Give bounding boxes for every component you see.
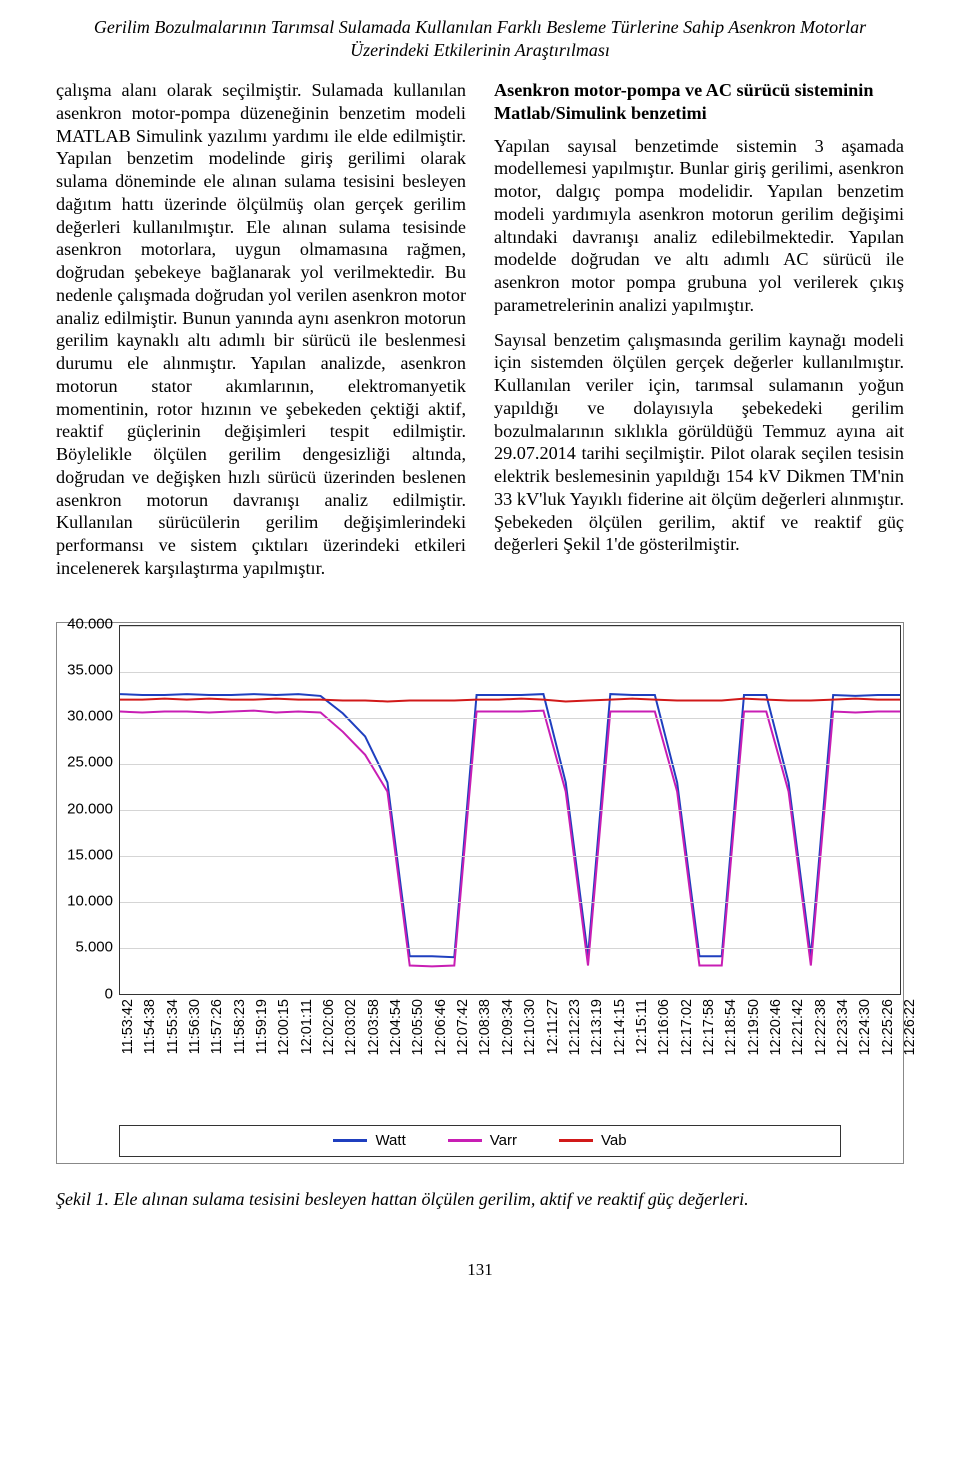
x-tick-label: 12:02:06 [320,999,338,1055]
chart-legend: Watt Varr Vab [119,1125,841,1158]
legend-label: Vab [601,1132,627,1151]
left-column: çalışma alanı olarak seçilmiştir. Sulama… [56,79,466,580]
y-tick-label: 35.000 [67,661,113,680]
legend-line [333,1139,367,1142]
x-tick-label: 12:01:11 [298,999,316,1054]
y-gridline [120,672,900,673]
x-tick-label: 12:03:02 [342,999,360,1055]
legend-item-vab: Vab [559,1132,627,1151]
paper-running-header: Gerilim Bozulmalarının Tarımsal Sulamada… [56,16,904,61]
x-tick-label: 12:18:54 [722,999,740,1055]
x-tick-label: 12:15:11 [633,999,651,1054]
y-tick-label: 40.000 [67,615,113,634]
x-tick-label: 12:05:50 [409,999,427,1055]
x-tick-label: 12:11:27 [544,999,562,1054]
legend-label: Varr [490,1132,517,1151]
x-tick-label: 12:06:46 [432,999,450,1055]
x-tick-label: 12:13:19 [588,999,606,1055]
x-tick-label: 12:16:06 [655,999,673,1055]
y-gridline [120,810,900,811]
x-tick-label: 12:17:58 [700,999,718,1055]
chart-x-ticks: 11:53:4211:54:38 11:55:3411:56:3011:57:26… [119,995,901,1125]
body-columns: çalışma alanı olarak seçilmiştir. Sulama… [56,79,904,580]
legend-label: Watt [375,1132,405,1151]
y-gridline [120,626,900,627]
y-tick-label: 25.000 [67,754,113,773]
series-vab [120,698,900,701]
y-tick-label: 15.000 [67,846,113,865]
x-tick-label: 12:08:38 [476,999,494,1055]
y-tick-label: 30.000 [67,708,113,727]
series-watt [120,694,900,957]
x-tick-label: 12:25:26 [879,999,897,1055]
figure-1-chart: 0 5.000 10.000 15.000 20.000 25.000 30.000 35.0… [56,622,904,1165]
y-gridline [120,902,900,903]
left-paragraph: çalışma alanı olarak seçilmiştir. Sulama… [56,79,466,580]
x-tick-label: 12:14:15 [611,999,629,1055]
x-tick-label: 12:20:46 [767,999,785,1055]
legend-item-watt: Watt [333,1132,405,1151]
chart-plot-area [119,625,901,995]
x-tick-label: 11:56:30 [186,999,204,1054]
y-gridline [120,856,900,857]
x-tick-label: 12:23:34 [834,999,852,1055]
x-tick-label: 11:57:26 [208,999,226,1054]
chart-y-axis: 05.00010.00015.00020.00025.00030.00035.0… [59,625,119,995]
x-tick-label: 12:24:30 [856,999,874,1055]
x-tick-label: 12:19:50 [745,999,763,1055]
x-tick-label: 12:22:38 [812,999,830,1055]
x-tick-label: 11:59:19 [253,999,271,1054]
right-paragraph-1: Yapılan sayısal benzetimde sistemin 3 aş… [494,135,904,317]
y-tick-label: 20.000 [67,800,113,819]
x-tick-label: 11:55:34 [164,999,182,1054]
series-varr [120,710,900,966]
x-tick-label: 12:09:34 [499,999,517,1055]
x-tick-label: 12:10:30 [521,999,539,1055]
y-tick-label: 10.000 [67,893,113,912]
header-line-1: Gerilim Bozulmalarının Tarımsal Sulamada… [56,16,904,39]
page-number: 131 [56,1259,904,1280]
legend-line [448,1139,482,1142]
x-tick-label: 12:21:42 [789,999,807,1055]
y-tick-label: 0 [105,985,113,1004]
x-tick-label: 12:12:23 [566,999,584,1055]
x-tick-label: 12:03:58 [365,999,383,1055]
x-tick-label: 12:17:02 [678,999,696,1055]
right-column: Asenkron motor-pompa ve AC sürücü sistem… [494,79,904,580]
x-tick-label: 12:26:22 [901,999,919,1055]
y-tick-label: 5.000 [75,939,113,958]
chart-plot-inner [119,625,901,995]
legend-item-varr: Varr [448,1132,517,1151]
x-tick-label: 12:04:54 [387,999,405,1055]
x-tick-label: 12:07:42 [454,999,472,1055]
section-title: Asenkron motor-pompa ve AC sürücü sistem… [494,79,904,125]
figure-1-caption: Şekil 1. Ele alınan sulama tesisini besl… [56,1188,904,1211]
x-tick-label: 11:53:42 [119,999,137,1054]
x-tick-label: 12:00:15 [275,999,293,1055]
right-paragraph-2: Sayısal benzetim çalışmasında gerilim ka… [494,329,904,557]
x-tick-label: 11:54:38 [141,999,159,1054]
header-line-2: Üzerindeki Etkilerinin Araştırılması [56,39,904,62]
y-gridline [120,948,900,949]
chart-x-axis-row: 11:53:4211:54:38 11:55:3411:56:3011:57:26… [59,995,901,1125]
legend-line [559,1139,593,1142]
x-tick-label: 11:58:23 [231,999,249,1054]
y-gridline [120,718,900,719]
plot-box: 05.00010.00015.00020.00025.00030.00035.0… [59,625,901,995]
y-gridline [120,764,900,765]
